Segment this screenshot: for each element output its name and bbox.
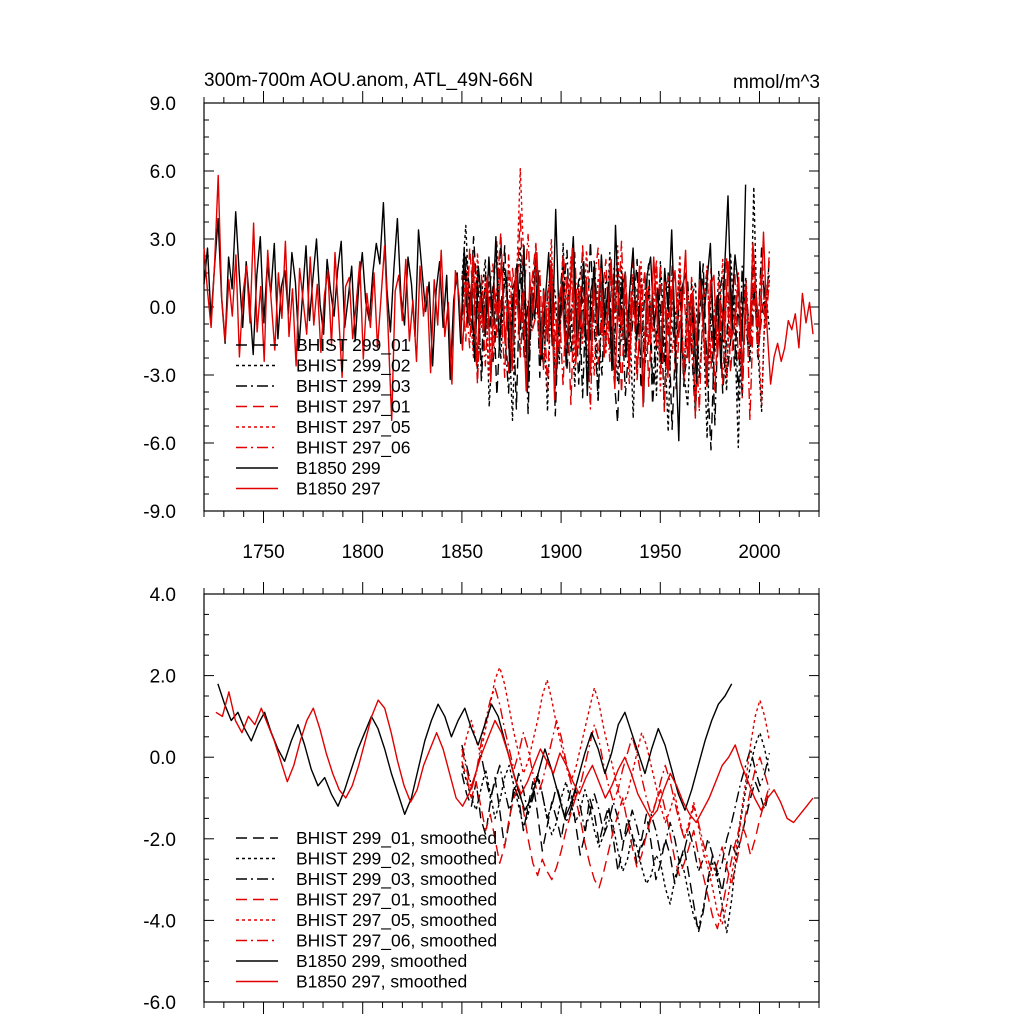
bottom-chart-series-bhist-297-06-smoothed [461,687,771,885]
top-chart-legend-label: B1850 297 [296,479,381,499]
top-chart-ytick-label: -3.0 [143,366,176,387]
top-chart-ytick-label: -6.0 [143,434,176,455]
top-chart-axes: 9.0 6.0 3.0 0.0 -3.0 -6.0 -9.0 1750 1800 1850 1900… [143,91,820,563]
bottom-chart-legend-label: BHIST 299_02, smoothed [296,849,497,870]
top-chart-series-b1850-297 [203,174,814,421]
bottom-chart-series-b1850-297-smoothed [215,691,814,824]
bottom-chart-legend-label: BHIST 297_05, smoothed [296,910,497,931]
top-chart-xtick-label: 1750 [242,542,284,563]
top-chart-ytick-label: 6.0 [150,162,176,183]
bottom-chart-ytick-label: 4.0 [150,585,176,606]
top-chart: 300m-700m AOU.anom, ATL_49N-66N mmol/m^3… [143,70,820,563]
bottom-chart-legend-label: BHIST 297_01, smoothed [296,890,497,911]
bottom-chart-series-bhist-299-02-smoothed [461,732,771,934]
bottom-chart-axes: 4.0 2.0 0.0 -2.0 -4.0 -6.0 [143,582,820,1014]
top-chart-legend-label: BHIST 299_02 [296,356,410,377]
top-chart-series-b1850-299 [203,184,747,442]
bottom-chart-series-b1850-299-smoothed [217,683,733,820]
top-chart-xtick-label: 1900 [540,542,582,563]
top-chart-xtick-label: 2000 [738,542,780,563]
bottom-chart-legend-label: BHIST 299_01, smoothed [296,828,497,849]
top-chart-legend-label: BHIST 297_01 [296,397,410,418]
bottom-chart-ytick-label: 0.0 [150,748,176,769]
bottom-chart-ytick-label: -2.0 [143,830,176,851]
top-chart-series-bhist-297-01 [461,213,771,419]
top-chart-xtick-label: 1950 [639,542,681,563]
bottom-chart-legend-label: B1850 297, smoothed [296,972,467,992]
bottom-chart-legend-label: B1850 299, smoothed [296,951,467,971]
top-chart-ytick-label: -9.0 [143,502,176,523]
bottom-chart-legend-label: BHIST 297_06, smoothed [296,931,497,952]
bottom-chart: 4.0 2.0 0.0 -2.0 -4.0 -6.0 BHIST 299_01, smoo… [143,582,820,1014]
top-chart-legend-label: B1850 299 [296,458,381,478]
bottom-chart-ytick-label: 2.0 [150,667,176,688]
bottom-chart-series-bhist-297-05-smoothed [461,666,771,926]
bottom-chart-ytick-label: -6.0 [143,993,176,1014]
top-chart-legend-label: BHIST 299_03 [296,376,410,397]
bottom-chart-ytick-label: -4.0 [143,911,176,932]
bottom-chart-legend-label: BHIST 299_03, smoothed [296,869,497,890]
bottom-chart-series-bhist-299-03-smoothed [461,744,771,877]
top-chart-title: 300m-700m AOU.anom, ATL_49N-66N [204,70,533,91]
bottom-chart-series [215,666,814,934]
top-chart-legend-label: BHIST 297_05 [296,417,410,438]
top-chart-xtick-label: 1850 [441,542,483,563]
top-chart-ytick-label: 0.0 [150,298,176,319]
top-chart-series [203,167,814,451]
top-chart-series-bhist-299-03 [461,240,771,426]
top-chart-legend-label: BHIST 299_01 [296,335,410,356]
top-chart-units: mmol/m^3 [733,72,820,93]
bottom-chart-series-bhist-299-01-smoothed [461,773,771,934]
bottom-chart-series-bhist-297-01-smoothed [461,761,771,930]
top-chart-ytick-label: 3.0 [150,230,176,251]
top-chart-xtick-label: 1800 [342,542,384,563]
top-chart-legend-label: BHIST 297_06 [296,438,410,459]
top-chart-ytick-label: 9.0 [150,94,176,115]
